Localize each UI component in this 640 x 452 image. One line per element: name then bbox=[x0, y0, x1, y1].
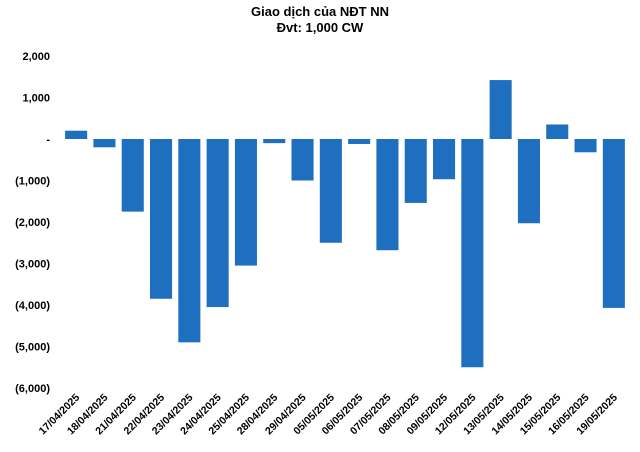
bar bbox=[404, 139, 427, 203]
bar bbox=[348, 139, 371, 144]
y-tick-label: 1,000 bbox=[22, 93, 50, 105]
bar bbox=[376, 139, 399, 251]
bar bbox=[546, 124, 569, 139]
bar bbox=[517, 139, 540, 224]
bar bbox=[121, 139, 144, 212]
y-tick-label: 2,000 bbox=[22, 51, 50, 63]
y-tick-label: - bbox=[46, 134, 50, 146]
bar bbox=[234, 139, 257, 266]
y-tick-label: (6,000) bbox=[15, 383, 50, 395]
bar bbox=[602, 139, 625, 308]
bar bbox=[206, 139, 229, 308]
bar bbox=[291, 139, 314, 181]
chart-title: Giao dịch của NĐT NN bbox=[251, 4, 389, 19]
bar bbox=[65, 130, 88, 139]
bar bbox=[93, 139, 116, 148]
bar bbox=[150, 139, 173, 299]
y-tick-label: (5,000) bbox=[15, 342, 50, 354]
chart-subtitle: Đvt: 1,000 CW bbox=[276, 20, 364, 35]
y-tick-label: (3,000) bbox=[15, 259, 50, 271]
y-tick-label: (2,000) bbox=[15, 217, 50, 229]
bar bbox=[461, 139, 484, 368]
bar bbox=[489, 80, 512, 139]
bar bbox=[319, 139, 342, 243]
y-tick-label: (4,000) bbox=[15, 300, 50, 312]
bar bbox=[433, 139, 456, 180]
y-tick-label: (1,000) bbox=[15, 176, 50, 188]
bar bbox=[178, 139, 201, 343]
bar bbox=[574, 139, 597, 153]
bar bbox=[263, 139, 286, 144]
